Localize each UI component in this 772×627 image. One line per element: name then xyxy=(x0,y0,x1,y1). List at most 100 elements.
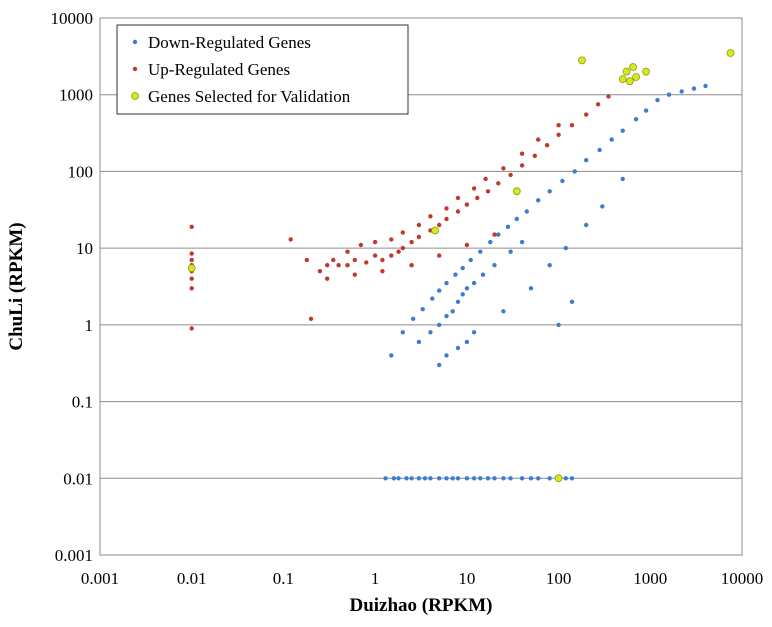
point-down-regulated-genes xyxy=(560,178,565,184)
point-down-regulated-genes xyxy=(471,330,477,335)
point-up-regulated-genes xyxy=(544,143,550,148)
point-down-regulated-genes xyxy=(514,216,519,222)
point-up-regulated-genes xyxy=(389,237,394,242)
point-up-regulated-genes xyxy=(325,276,330,281)
point-down-regulated-genes xyxy=(416,339,422,345)
point-down-regulated-genes xyxy=(643,108,649,113)
x-tick-label: 0.1 xyxy=(273,569,294,588)
point-down-regulated-genes xyxy=(501,476,506,481)
point-down-regulated-genes xyxy=(468,257,473,263)
point-down-regulated-genes xyxy=(496,232,501,237)
point-down-regulated-genes xyxy=(411,316,416,321)
point-down-regulated-genes xyxy=(488,239,493,245)
point-up-regulated-genes xyxy=(416,234,422,240)
x-tick-label: 100 xyxy=(546,569,572,588)
point-down-regulated-genes xyxy=(524,209,529,214)
point-up-regulated-genes xyxy=(464,202,470,207)
point-genes-selected-for-validation xyxy=(187,264,196,273)
point-down-regulated-genes xyxy=(444,313,449,319)
y-tick-label: 10 xyxy=(76,239,93,258)
point-down-regulated-genes xyxy=(430,296,435,301)
point-down-regulated-genes xyxy=(437,322,442,328)
point-down-regulated-genes xyxy=(528,286,534,291)
point-up-regulated-genes xyxy=(444,206,449,211)
point-up-regulated-genes xyxy=(464,242,470,248)
point-down-regulated-genes xyxy=(416,476,422,481)
point-up-regulated-genes xyxy=(556,123,561,128)
point-down-regulated-genes xyxy=(620,128,625,133)
point-up-regulated-genes xyxy=(416,222,422,228)
point-up-regulated-genes xyxy=(519,151,525,156)
point-down-regulated-genes xyxy=(460,292,465,297)
y-axis-title: ChuLi (RPKM) xyxy=(6,222,27,350)
point-genes-selected-for-validation xyxy=(629,63,637,71)
legend-item-up: Up-Regulated Genes xyxy=(132,60,290,79)
point-up-regulated-genes xyxy=(317,269,323,274)
x-tick-label: 10000 xyxy=(721,569,764,588)
x-axis-title: Duizhao (RPKM) xyxy=(349,595,492,616)
point-up-regulated-genes xyxy=(455,195,461,201)
point-down-regulated-genes xyxy=(455,345,461,351)
point-up-regulated-genes xyxy=(455,209,461,214)
point-down-regulated-genes xyxy=(389,353,394,358)
point-down-regulated-genes xyxy=(409,476,414,481)
legend-label-up-regulated: Up-Regulated Genes xyxy=(148,60,290,79)
point-up-regulated-genes xyxy=(380,269,385,274)
legend-label-selected-for-validation: Genes Selected for Validation xyxy=(148,87,351,106)
point-up-regulated-genes xyxy=(389,253,394,258)
point-up-regulated-genes xyxy=(189,286,194,291)
point-up-regulated-genes xyxy=(485,189,491,194)
legend-marker-selected-for-validation xyxy=(131,92,139,100)
point-up-regulated-genes xyxy=(189,251,194,256)
point-up-regulated-genes xyxy=(519,163,525,168)
point-down-regulated-genes xyxy=(404,476,409,481)
point-down-regulated-genes xyxy=(572,169,577,174)
point-down-regulated-genes xyxy=(505,224,511,229)
point-down-regulated-genes xyxy=(679,89,684,94)
point-down-regulated-genes xyxy=(437,362,442,368)
point-down-regulated-genes xyxy=(420,307,425,312)
point-down-regulated-genes xyxy=(584,222,589,228)
point-down-regulated-genes xyxy=(508,249,513,254)
x-tick-label: 0.001 xyxy=(81,569,119,588)
point-down-regulated-genes xyxy=(547,476,552,481)
point-down-regulated-genes xyxy=(460,265,465,271)
point-up-regulated-genes xyxy=(409,263,414,268)
y-tick-label: 0.1 xyxy=(72,393,93,412)
point-down-regulated-genes xyxy=(508,476,513,481)
point-down-regulated-genes xyxy=(633,117,639,122)
point-up-regulated-genes xyxy=(492,232,497,237)
point-up-regulated-genes xyxy=(336,263,341,268)
point-down-regulated-genes xyxy=(597,147,602,153)
point-up-regulated-genes xyxy=(496,181,501,186)
point-down-regulated-genes xyxy=(666,92,672,97)
point-up-regulated-genes xyxy=(475,195,480,201)
point-up-regulated-genes xyxy=(325,263,330,268)
point-genes-selected-for-validation xyxy=(626,77,634,86)
point-down-regulated-genes xyxy=(492,476,497,481)
point-down-regulated-genes xyxy=(428,330,433,335)
point-down-regulated-genes xyxy=(556,322,561,328)
point-up-regulated-genes xyxy=(400,245,405,251)
point-up-regulated-genes xyxy=(536,137,541,142)
point-up-regulated-genes xyxy=(372,239,378,245)
point-down-regulated-genes xyxy=(691,86,697,91)
point-up-regulated-genes xyxy=(189,276,194,281)
point-down-regulated-genes xyxy=(547,189,552,194)
point-down-regulated-genes xyxy=(609,137,614,142)
x-axis-tick-labels: 0.001 0.01 0.1 1 10 100 1000 10000 xyxy=(81,569,763,588)
point-genes-selected-for-validation xyxy=(622,67,631,76)
point-up-regulated-genes xyxy=(308,316,314,321)
point-genes-selected-for-validation xyxy=(632,73,640,81)
point-up-regulated-genes xyxy=(189,224,194,229)
point-down-regulated-genes xyxy=(428,476,433,481)
y-tick-label: 0.01 xyxy=(63,469,93,488)
point-up-regulated-genes xyxy=(471,186,477,191)
point-down-regulated-genes xyxy=(536,198,541,203)
point-down-regulated-genes xyxy=(478,476,483,481)
legend-box xyxy=(116,24,409,115)
point-up-regulated-genes xyxy=(352,257,357,263)
point-down-regulated-genes xyxy=(444,476,449,481)
point-down-regulated-genes xyxy=(391,476,397,481)
